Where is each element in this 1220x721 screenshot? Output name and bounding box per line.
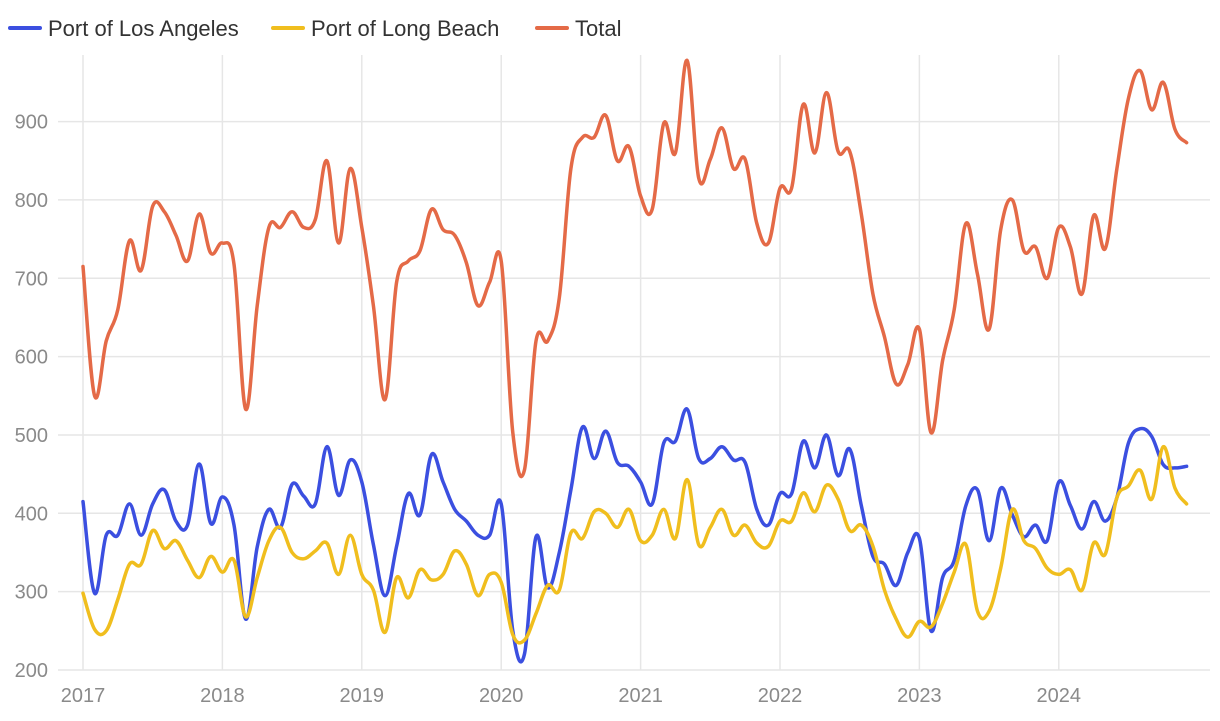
y-axis: 200 300 400 500 600 700 800 900 [15,112,48,682]
series-line-port-of-long-beach [81,444,1189,645]
y-tick-label-700: 700 [15,268,48,290]
y-tick-label-300: 300 [15,582,48,604]
series-line-port-of-los-angeles [81,407,1189,664]
legend-label-port-of-long-beach[interactable]: Port of Long Beach [311,16,499,41]
x-tick-label-2020: 2020 [479,685,524,707]
legend-label-port-of-los-angeles[interactable]: Port of Los Angeles [48,16,239,41]
x-tick-label-2021: 2021 [618,685,663,707]
y-tick-label-200: 200 [15,660,48,682]
gridlines [58,55,1210,671]
x-tick-label-2022: 2022 [758,685,803,707]
series-line-total [81,58,1189,479]
y-tick-label-800: 800 [15,190,48,212]
legend: Port of Los Angeles Port of Long Beach Tot… [8,16,621,41]
x-tick-label-2017: 2017 [61,685,106,707]
x-tick-label-2018: 2018 [200,685,245,707]
x-tick-label-2023: 2023 [897,685,942,707]
y-tick-label-500: 500 [15,425,48,447]
x-axis: 2017 2018 2019 2020 2021 2022 2023 2024 [61,685,1081,707]
y-tick-label-400: 400 [15,503,48,525]
x-tick-label-2024: 2024 [1037,685,1082,707]
series-lines [81,58,1189,664]
x-tick-label-2019: 2019 [340,685,385,707]
y-tick-label-900: 900 [15,112,48,134]
y-tick-label-600: 600 [15,347,48,369]
legend-label-total[interactable]: Total [575,16,621,41]
